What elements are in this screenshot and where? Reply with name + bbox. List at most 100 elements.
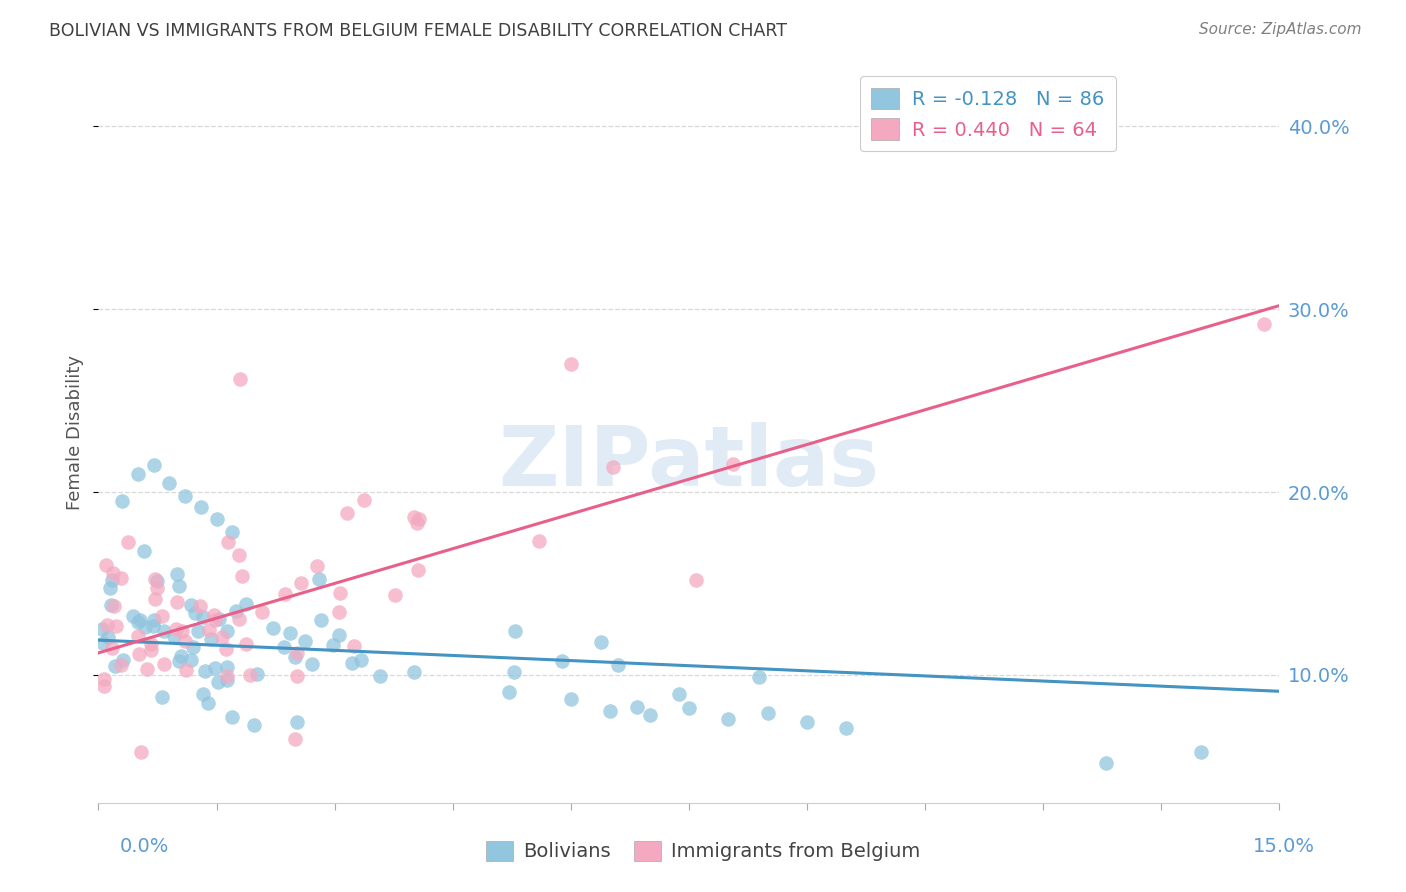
- Point: [127, 615, 149, 630]
- Point: [127, 629, 149, 643]
- Point: [117, 535, 139, 549]
- Point: [174, 489, 197, 503]
- Point: [167, 654, 190, 668]
- Point: [285, 646, 308, 660]
- Point: [129, 613, 152, 627]
- Point: [321, 638, 343, 652]
- Point: [225, 604, 247, 618]
- Point: [170, 648, 193, 663]
- Point: [602, 459, 624, 474]
- Point: [96, 617, 118, 632]
- Point: [103, 566, 125, 581]
- Point: [111, 494, 134, 508]
- Point: [135, 662, 157, 676]
- Point: [221, 525, 243, 540]
- Point: [748, 669, 770, 683]
- Text: BOLIVIAN VS IMMIGRANTS FROM BELGIUM FEMALE DISABILITY CORRELATION CHART: BOLIVIAN VS IMMIGRANTS FROM BELGIUM FEMA…: [49, 22, 787, 40]
- Point: [560, 691, 582, 706]
- Point: [353, 493, 375, 508]
- Point: [239, 668, 262, 682]
- Point: [638, 708, 661, 723]
- Point: [668, 687, 690, 701]
- Point: [217, 659, 239, 673]
- Point: [599, 705, 621, 719]
- Point: [717, 712, 740, 726]
- Point: [250, 605, 273, 619]
- Point: [235, 637, 257, 651]
- Point: [211, 630, 233, 644]
- Point: [194, 664, 217, 678]
- Point: [146, 574, 169, 589]
- Point: [1189, 745, 1212, 759]
- Point: [152, 690, 174, 704]
- Point: [152, 624, 174, 638]
- Point: [235, 597, 257, 611]
- Point: [129, 745, 152, 759]
- Point: [262, 621, 284, 635]
- Point: [167, 579, 190, 593]
- Point: [404, 509, 426, 524]
- Point: [110, 657, 132, 672]
- Point: [101, 640, 124, 655]
- Point: [308, 573, 330, 587]
- Point: [756, 706, 779, 721]
- Point: [104, 618, 127, 632]
- Point: [180, 653, 202, 667]
- Point: [191, 610, 214, 624]
- Point: [145, 581, 167, 595]
- Point: [273, 640, 295, 655]
- Point: [191, 687, 214, 701]
- Point: [721, 457, 744, 471]
- Point: [294, 633, 316, 648]
- Legend: R = -0.128   N = 86, R = 0.440   N = 64: R = -0.128 N = 86, R = 0.440 N = 64: [860, 76, 1116, 152]
- Point: [139, 643, 162, 657]
- Point: [551, 654, 574, 668]
- Point: [143, 572, 166, 586]
- Point: [176, 664, 198, 678]
- Point: [101, 573, 124, 587]
- Point: [408, 512, 430, 526]
- Point: [1095, 756, 1118, 770]
- Point: [94, 558, 117, 573]
- Point: [560, 357, 582, 371]
- Point: [284, 649, 307, 664]
- Point: [180, 599, 202, 613]
- Point: [208, 612, 231, 626]
- Point: [91, 622, 114, 636]
- Point: [183, 606, 205, 620]
- Point: [328, 606, 350, 620]
- Point: [502, 665, 524, 679]
- Point: [246, 667, 269, 681]
- Point: [1253, 317, 1275, 331]
- Point: [340, 656, 363, 670]
- Point: [205, 512, 228, 526]
- Point: [228, 548, 250, 562]
- Point: [408, 563, 430, 577]
- Point: [589, 635, 612, 649]
- Point: [170, 624, 193, 639]
- Point: [187, 624, 209, 639]
- Point: [128, 648, 150, 662]
- Point: [143, 592, 166, 607]
- Y-axis label: Female Disability: Female Disability: [66, 355, 84, 510]
- Point: [287, 715, 309, 730]
- Point: [198, 623, 221, 637]
- Point: [93, 672, 115, 686]
- Point: [134, 620, 156, 634]
- Point: [112, 653, 135, 667]
- Point: [200, 632, 222, 646]
- Point: [309, 613, 332, 627]
- Point: [329, 586, 352, 600]
- Point: [343, 640, 366, 654]
- Point: [215, 641, 238, 656]
- Point: [110, 571, 132, 585]
- Point: [229, 372, 252, 386]
- Point: [204, 661, 226, 675]
- Point: [139, 637, 162, 651]
- Point: [197, 696, 219, 710]
- Point: [207, 675, 229, 690]
- Point: [384, 588, 406, 602]
- Point: [150, 609, 173, 624]
- Point: [278, 625, 301, 640]
- Point: [127, 467, 149, 481]
